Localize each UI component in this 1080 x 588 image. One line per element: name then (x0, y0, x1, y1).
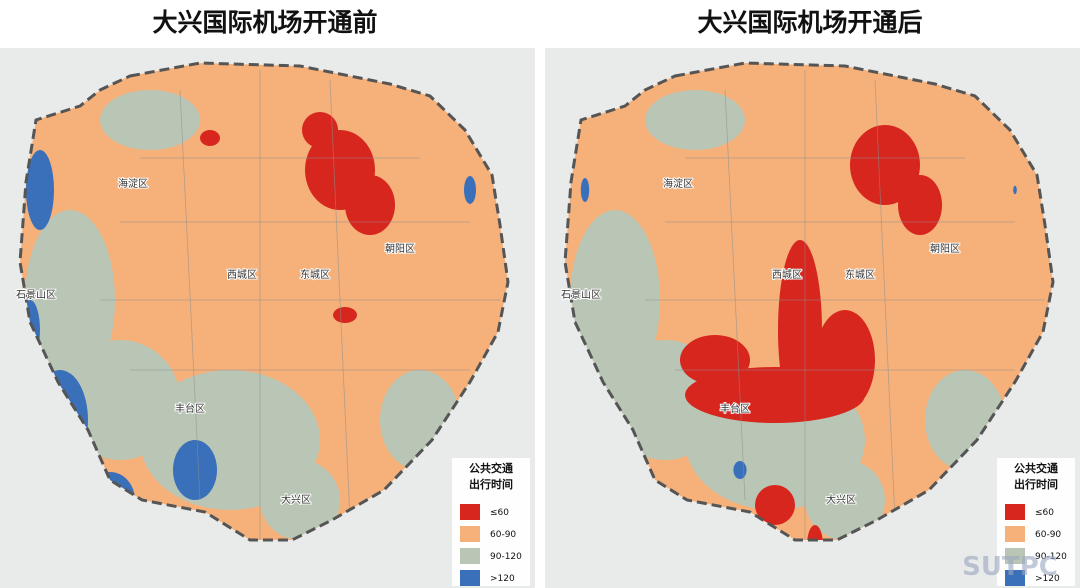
zone-under-60 (815, 310, 875, 410)
zone-90-120 (570, 210, 660, 390)
legend-swatch (460, 548, 480, 564)
legend-label: ≤60 (490, 508, 509, 518)
zone-under-60 (898, 175, 942, 235)
ring-boundary (18, 61, 510, 542)
zone-90-120 (645, 90, 745, 150)
zone-over-120 (464, 176, 476, 204)
district-label: 大兴区 (826, 493, 856, 506)
travel-time-zones (570, 70, 1045, 540)
legend-label: 90-120 (1035, 552, 1067, 562)
district-label: 石景山区 (561, 289, 601, 301)
zone-under-60 (755, 485, 795, 525)
map-title: 大兴国际机场开通后 (697, 8, 922, 37)
legend-swatch (1005, 504, 1025, 520)
zone-90-120 (100, 90, 200, 150)
watermark: SUTPC (962, 552, 1058, 582)
zone-under-60 (345, 175, 395, 235)
legend-label: >120 (1035, 574, 1060, 584)
district-label: 西城区 (227, 269, 257, 281)
zone-under-60 (333, 307, 357, 323)
legend-label: ≤60 (1035, 508, 1054, 518)
legend-swatch (1005, 548, 1025, 564)
district-label: 丰台区 (720, 402, 750, 415)
zone-over-120 (580, 178, 590, 202)
legend-label: 60-90 (1035, 530, 1061, 540)
district-label: 朝阳区 (930, 243, 960, 255)
legend-title: 出行时间 (1014, 477, 1058, 491)
road (724, 89, 746, 501)
legend-swatch (460, 504, 480, 520)
legend-title: 公共交通 (469, 461, 513, 475)
district-label: 石景山区 (16, 289, 56, 301)
map-title: 大兴国际机场开通前 (152, 8, 377, 37)
district-label: 海淀区 (118, 177, 148, 190)
legend-title: 公共交通 (1014, 461, 1058, 475)
legend-box (997, 458, 1075, 586)
ring-boundary (563, 61, 1055, 542)
district-label: 东城区 (845, 268, 875, 281)
zone-90-120 (25, 210, 115, 390)
legend-box (452, 458, 530, 586)
road (329, 79, 351, 521)
district-label: 东城区 (300, 268, 330, 281)
district-label: 大兴区 (281, 493, 311, 506)
zone-over-120 (733, 461, 747, 479)
legend-swatch (1005, 570, 1025, 586)
zone-under-60 (850, 125, 920, 205)
legend-label: 60-90 (490, 530, 516, 540)
district-label: 丰台区 (175, 402, 205, 415)
legend-swatch (1005, 526, 1025, 542)
legend-swatch (460, 526, 480, 542)
zone-90-120 (260, 460, 340, 540)
zone-under-60 (680, 335, 750, 385)
legend-label: 90-120 (490, 552, 522, 562)
zone-over-120 (26, 150, 54, 230)
legend-title: 出行时间 (469, 477, 513, 491)
zone-over-120 (173, 440, 217, 500)
zone-under-60 (807, 525, 823, 540)
zone-90-120 (805, 460, 885, 540)
legend-label: >120 (490, 574, 515, 584)
district-label: 西城区 (772, 269, 802, 281)
zone-under-60 (302, 112, 338, 148)
legend-swatch (460, 570, 480, 586)
road (179, 89, 201, 501)
road (874, 79, 896, 521)
zone-over-120 (1013, 185, 1017, 195)
district-label: 海淀区 (663, 177, 693, 190)
district-label: 朝阳区 (385, 243, 415, 255)
zone-under-60 (200, 130, 220, 146)
